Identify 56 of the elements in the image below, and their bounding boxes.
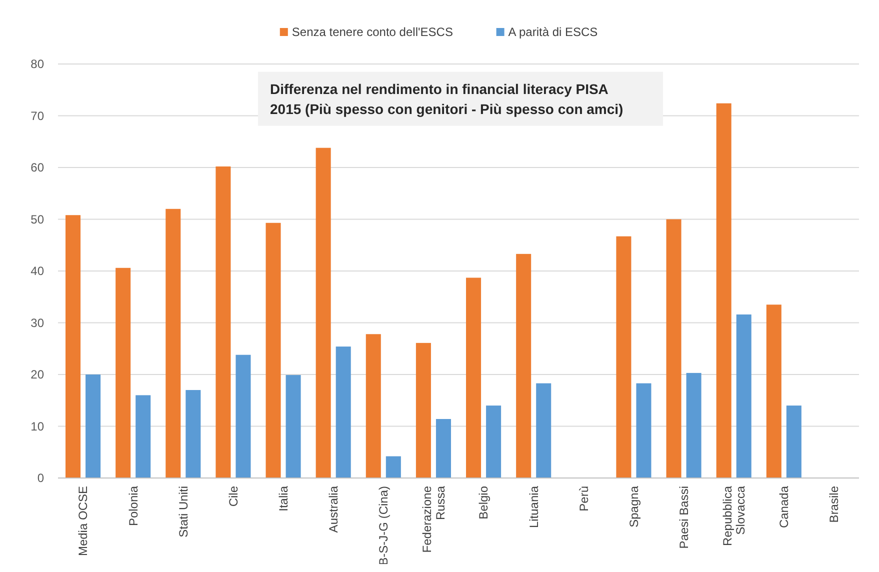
x-tick-label: Australia (326, 486, 341, 533)
bar (366, 334, 381, 478)
x-tick-label: Perù (576, 486, 591, 512)
x-tick-label: Lituania (526, 486, 541, 528)
y-tick-label: 30 (30, 316, 44, 330)
bar (716, 103, 732, 478)
bar (516, 254, 532, 478)
bar (786, 406, 802, 478)
x-tick-label: Cile (226, 486, 240, 507)
bar (766, 304, 782, 478)
bar (286, 375, 301, 478)
bar (116, 268, 131, 478)
bar (136, 395, 151, 478)
bar (236, 354, 251, 478)
bar (186, 390, 201, 478)
x-tick-label: Belgio (476, 486, 491, 520)
bar (336, 346, 351, 478)
y-tick-label: 60 (30, 160, 44, 175)
y-tick-label: 20 (30, 368, 44, 382)
bar (666, 219, 682, 478)
bar (416, 342, 431, 478)
legend-label: A parità di ESCS (508, 25, 598, 40)
bar (486, 406, 502, 478)
bar (316, 148, 331, 478)
text: Differenza nel rendimento in financial literacy PISA 2015 (Più spesso con genitori - Più spesso con amci) (270, 80, 624, 117)
bar (216, 166, 231, 478)
y-tick-label: 70 (30, 108, 44, 123)
y-tick-label: 80 (30, 57, 44, 72)
x-tick-label: Stati Uniti (176, 486, 190, 538)
bar (636, 383, 652, 478)
bar (536, 383, 552, 478)
x-tick-label: B-S-J-G (Cina) (376, 486, 391, 566)
bar (466, 278, 482, 478)
bar (436, 419, 451, 478)
bar (66, 215, 81, 478)
bar (736, 314, 752, 478)
y-tick-label: 10 (30, 419, 44, 434)
x-tick-label: Brasile (827, 486, 842, 523)
bar (166, 208, 181, 478)
x-tick-label: Polonia (126, 486, 140, 526)
bar (616, 236, 632, 478)
legend-label: Senza tenere conto dell'ESCS (292, 25, 453, 40)
y-tick-label: 0 (37, 471, 44, 486)
x-tick-label: Italia (276, 486, 290, 512)
bar (86, 374, 101, 478)
x-tick-label: Canada (777, 486, 792, 528)
bar (266, 222, 281, 478)
x-tick-label: Paesi Bassi (676, 486, 691, 549)
x-tick-label: Spagna (626, 486, 641, 528)
y-tick-label: 50 (30, 212, 44, 226)
bar (686, 372, 702, 478)
x-tick-label: Media OCSE (76, 486, 90, 556)
x-tick-label: Federazione Russa (420, 486, 448, 553)
bar (386, 456, 401, 478)
y-tick-label: 40 (30, 264, 44, 278)
x-tick-label: Repubblica Slovacca (720, 486, 748, 546)
